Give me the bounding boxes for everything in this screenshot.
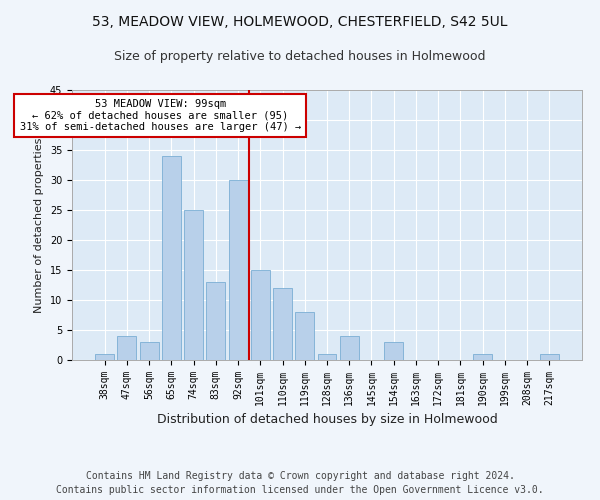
Bar xyxy=(340,336,359,360)
Text: 53, MEADOW VIEW, HOLMEWOOD, CHESTERFIELD, S42 5UL: 53, MEADOW VIEW, HOLMEWOOD, CHESTERFIELD… xyxy=(92,15,508,29)
Bar xyxy=(540,354,559,360)
Bar xyxy=(473,354,492,360)
Text: 53 MEADOW VIEW: 99sqm
← 62% of detached houses are smaller (95)
31% of semi-deta: 53 MEADOW VIEW: 99sqm ← 62% of detached … xyxy=(20,99,301,132)
Bar xyxy=(295,312,314,360)
Y-axis label: Number of detached properties: Number of detached properties xyxy=(34,138,44,312)
Bar xyxy=(229,180,248,360)
Bar xyxy=(251,270,270,360)
Bar xyxy=(206,282,225,360)
Bar xyxy=(273,288,292,360)
Bar xyxy=(140,342,158,360)
Bar xyxy=(95,354,114,360)
Text: Contains HM Land Registry data © Crown copyright and database right 2024.
Contai: Contains HM Land Registry data © Crown c… xyxy=(56,471,544,495)
X-axis label: Distribution of detached houses by size in Holmewood: Distribution of detached houses by size … xyxy=(157,414,497,426)
Bar xyxy=(162,156,181,360)
Bar xyxy=(184,210,203,360)
Bar xyxy=(317,354,337,360)
Bar xyxy=(384,342,403,360)
Text: Size of property relative to detached houses in Holmewood: Size of property relative to detached ho… xyxy=(114,50,486,63)
Bar xyxy=(118,336,136,360)
